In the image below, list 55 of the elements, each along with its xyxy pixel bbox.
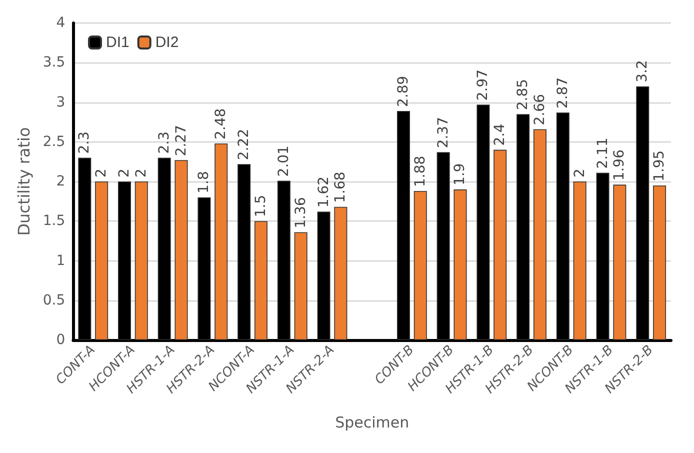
bar (533, 129, 546, 340)
data-label: 2.85 (515, 78, 532, 110)
data-label: 2.66 (532, 94, 548, 126)
data-label: 2.3 (156, 131, 172, 154)
data-label: 2.4 (492, 123, 508, 146)
bar (294, 232, 308, 340)
data-label: 1.68 (332, 172, 349, 203)
data-label: 2.37 (435, 117, 452, 148)
y-tick-label: 2 (56, 174, 66, 190)
data-label: 2.3 (76, 131, 93, 154)
bar (613, 184, 626, 340)
y-axis-title: Ductility ratio (14, 127, 34, 236)
data-label: 2.27 (173, 124, 190, 156)
data-label: 1.36 (292, 196, 309, 228)
x-axis-title: Specimen (335, 414, 410, 432)
data-label: 2.22 (236, 128, 252, 160)
bar (334, 206, 348, 340)
data-label: 1.62 (316, 176, 332, 208)
bar (134, 182, 148, 340)
y-tick-label: 0.5 (42, 292, 66, 308)
data-label: 1.8 (196, 171, 212, 194)
bar (95, 182, 108, 340)
data-label: 2.48 (213, 108, 230, 140)
bar (573, 182, 586, 340)
bar (254, 221, 268, 340)
y-tick-label: 1 (56, 252, 66, 269)
data-label: 1.9 (452, 163, 468, 186)
y-tick-label: 4 (56, 15, 66, 31)
data-label: 2.11 (594, 138, 611, 169)
data-label: 2.97 (475, 69, 492, 101)
bar (414, 191, 427, 340)
data-label: 3.2 (634, 60, 651, 82)
data-label: 2.87 (554, 77, 571, 109)
data-label: 2 (116, 168, 132, 178)
legend-label: DI1 (106, 34, 130, 51)
data-label: 2 (572, 168, 588, 178)
y-tick-label: 2.5 (42, 134, 66, 150)
data-label: 2 (94, 168, 110, 178)
bar (494, 150, 507, 340)
y-tick-label: 3.5 (42, 54, 66, 71)
data-label: 2 (133, 168, 150, 178)
bar (454, 189, 467, 340)
data-label: 1.96 (612, 149, 628, 181)
data-label: 1.88 (412, 156, 428, 188)
y-tick-label: 3 (56, 94, 66, 110)
bar (174, 160, 188, 340)
y-tick-label: 1.5 (42, 213, 66, 230)
data-label: 2.89 (395, 76, 412, 107)
data-label: 1.95 (652, 150, 668, 182)
bar (214, 143, 228, 340)
data-label: 1.5 (252, 194, 269, 218)
data-label: 2.01 (276, 146, 292, 177)
y-tick-label: 0 (56, 332, 66, 348)
legend-label: DI2 (155, 34, 179, 51)
bar (653, 185, 666, 340)
